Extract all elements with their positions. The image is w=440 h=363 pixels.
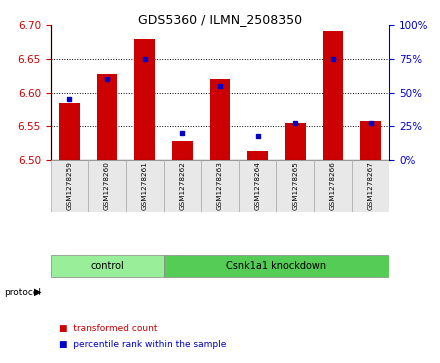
Text: GSM1278263: GSM1278263 — [217, 162, 223, 211]
Bar — [352, 160, 389, 212]
Text: GDS5360 / ILMN_2508350: GDS5360 / ILMN_2508350 — [138, 13, 302, 26]
Bar — [360, 121, 381, 160]
Text: control: control — [90, 261, 124, 271]
Bar — [323, 31, 343, 160]
Bar — [172, 141, 193, 160]
Bar — [59, 103, 80, 160]
Bar — [276, 160, 314, 212]
Text: GSM1278260: GSM1278260 — [104, 162, 110, 211]
Text: GSM1278267: GSM1278267 — [367, 162, 374, 211]
Text: GSM1278259: GSM1278259 — [66, 162, 73, 211]
Text: ▶: ▶ — [34, 287, 42, 297]
Text: protocol: protocol — [4, 288, 41, 297]
Bar — [126, 160, 164, 212]
Text: GSM1278265: GSM1278265 — [292, 162, 298, 211]
Bar — [164, 254, 389, 277]
Text: GSM1278266: GSM1278266 — [330, 162, 336, 211]
Bar — [97, 74, 117, 160]
Bar — [164, 160, 201, 212]
Text: GSM1278261: GSM1278261 — [142, 162, 148, 211]
Bar — [51, 160, 88, 212]
Bar — [88, 160, 126, 212]
Bar — [209, 79, 231, 160]
Text: ■  transformed count: ■ transformed count — [59, 324, 158, 333]
Text: GSM1278262: GSM1278262 — [180, 162, 185, 211]
Bar — [247, 151, 268, 160]
Bar — [314, 160, 352, 212]
Bar — [201, 160, 239, 212]
Text: GSM1278264: GSM1278264 — [255, 162, 260, 211]
Text: ■  percentile rank within the sample: ■ percentile rank within the sample — [59, 340, 227, 348]
Bar — [134, 39, 155, 160]
Bar — [285, 123, 306, 160]
Bar — [51, 254, 164, 277]
Bar — [239, 160, 276, 212]
Text: Csnk1a1 knockdown: Csnk1a1 knockdown — [227, 261, 326, 271]
